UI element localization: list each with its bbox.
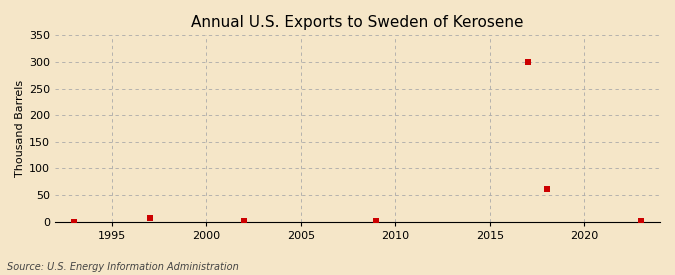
- Text: Source: U.S. Energy Information Administration: Source: U.S. Energy Information Administ…: [7, 262, 238, 272]
- Point: [371, 218, 382, 223]
- Y-axis label: Thousand Barrels: Thousand Barrels: [15, 80, 25, 177]
- Point: [239, 218, 250, 223]
- Point: [522, 60, 533, 64]
- Point: [636, 218, 647, 223]
- Point: [69, 219, 80, 224]
- Point: [541, 186, 552, 191]
- Title: Annual U.S. Exports to Sweden of Kerosene: Annual U.S. Exports to Sweden of Kerosen…: [191, 15, 524, 30]
- Point: [144, 216, 155, 220]
